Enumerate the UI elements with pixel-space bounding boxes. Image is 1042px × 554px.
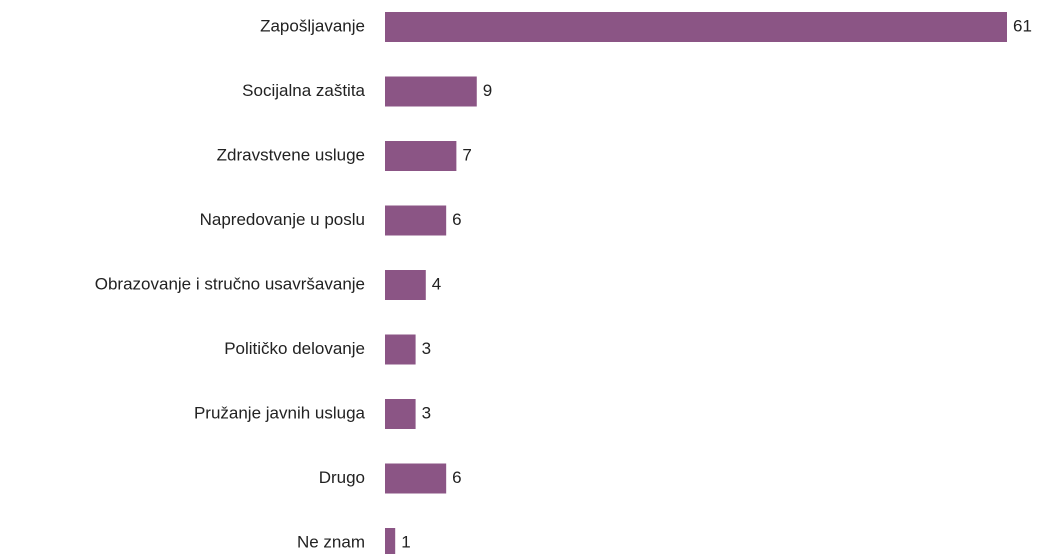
bar: [385, 76, 477, 107]
bar: [385, 334, 416, 365]
value-label: 9: [483, 81, 492, 100]
value-label: 6: [452, 468, 461, 487]
value-label: 3: [422, 403, 431, 422]
category-label: Obrazovanje i stručno usavršavanje: [95, 274, 365, 293]
value-label: 3: [422, 339, 431, 358]
bar: [385, 205, 447, 236]
category-label: Socijalna zaštita: [242, 81, 365, 100]
bar: [385, 463, 447, 494]
bar: [385, 141, 457, 171]
value-label: 1: [401, 532, 410, 551]
bar: [385, 528, 396, 554]
value-label: 6: [452, 210, 461, 229]
category-label: Ne znam: [297, 532, 365, 551]
category-label: Pružanje javnih usluga: [194, 403, 366, 422]
category-label: Zdravstvene usluge: [217, 145, 365, 164]
bar: [385, 270, 426, 300]
value-label: 4: [432, 274, 441, 293]
value-label: 7: [462, 145, 471, 164]
category-label: Drugo: [319, 468, 365, 487]
category-label: Političko delovanje: [224, 339, 365, 358]
category-label: Napredovanje u poslu: [200, 210, 365, 229]
bar: [385, 12, 1007, 42]
bar: [385, 399, 416, 429]
category-label: Zapošljavanje: [260, 16, 365, 35]
value-label: 61: [1013, 16, 1032, 35]
